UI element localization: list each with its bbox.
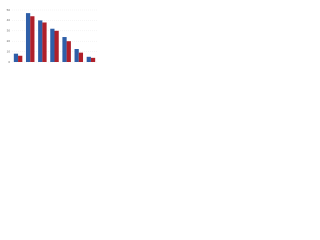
y-tick-label: 0 (8, 60, 10, 64)
bar (25, 13, 31, 63)
bar (62, 37, 67, 62)
bar (13, 53, 19, 62)
y-tick-label: 50 (7, 8, 11, 12)
bar (42, 22, 47, 62)
chart: 0 10 20 30 40 50 (7, 8, 97, 64)
page: {"chart_data": {"type": "bar", "categori… (0, 0, 100, 71)
y-tick-label: 30 (7, 29, 11, 33)
bar (30, 16, 35, 63)
y-tick-label: 40 (7, 18, 11, 22)
bar (18, 55, 23, 62)
bar (38, 20, 43, 62)
y-tick-label: 10 (7, 49, 11, 53)
y-tick-label: 20 (7, 39, 11, 43)
bar (86, 56, 91, 62)
bar (78, 52, 84, 62)
bar (90, 57, 96, 62)
bar (50, 28, 55, 62)
bar (66, 41, 71, 62)
bar (54, 30, 59, 62)
bar (74, 49, 79, 62)
